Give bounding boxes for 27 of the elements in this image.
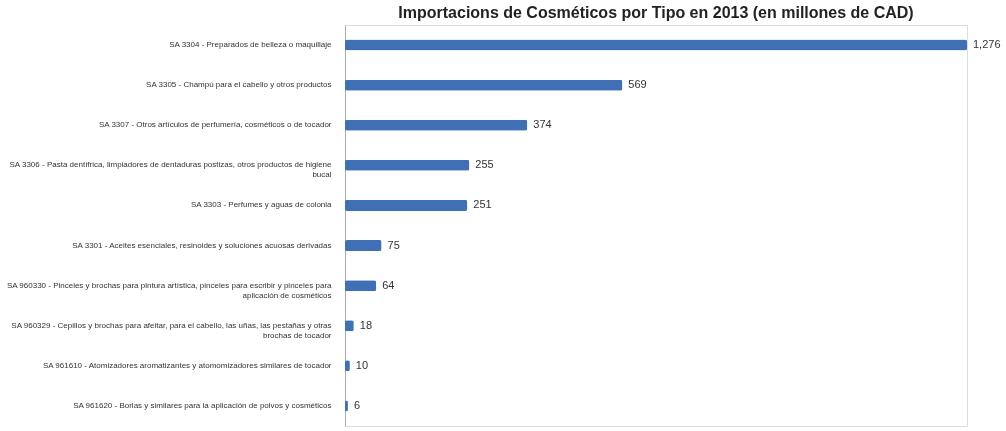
y-tick-label: SA 3306 - Pasta dentífrica, limpiadores de dentaduras postizas, otros productos de higiene bucal [9, 160, 333, 180]
y-tick-label: SA 960329 - Cepillos y brochas para afeitar, para el cabello, las uñas, las pestañas y otras brochas de tocador [11, 320, 332, 340]
y-tick-label: SA 961620 - Borlas y similares para la aplicación de polvos y cosméticos [73, 400, 332, 410]
data-label: 10 [355, 358, 369, 371]
chart-title: Importacions de Cosméticos por Tipo en 2013 (en millones de CAD) [398, 4, 914, 21]
bar [345, 119, 528, 131]
data-label: 255 [475, 158, 494, 171]
y-tick-label: SA 3303 - Perfumes y aguas de colonia [190, 200, 333, 210]
data-label: 18 [359, 318, 373, 331]
bar [345, 39, 967, 51]
data-label: 75 [387, 238, 400, 251]
data-label: 569 [628, 78, 647, 91]
bar [345, 240, 382, 252]
bar [345, 79, 623, 91]
bar [345, 199, 468, 211]
data-label: 1,276 [973, 38, 1001, 51]
y-tick-label: SA 3305 - Champú para el cabello y otros productos [146, 80, 332, 90]
y-tick-label: SA 3304 - Preparados de belleza o maquillaje [169, 40, 333, 50]
y-tick-label: SA 3307 - Otros artículos de perfumería, cosméticos o de tocador [98, 120, 332, 130]
data-label: 6 [353, 398, 361, 411]
data-label: 251 [473, 198, 492, 211]
y-tick-label: SA 960330 - Pinceles y brochas para pintura artística, pinceles para escribir y pinceles para aplicación de cosméticos [6, 280, 333, 300]
bar [345, 159, 470, 171]
y-tick-label: SA 961610 - Atomizadores aromatizantes y atomomizadores similares de tocador [42, 360, 332, 370]
data-label: 64 [382, 278, 395, 291]
y-tick-label: SA 3301 - Aceites esenciales, resinoides y soluciones acuosas derivadas [72, 240, 332, 250]
data-label: 374 [533, 118, 552, 131]
